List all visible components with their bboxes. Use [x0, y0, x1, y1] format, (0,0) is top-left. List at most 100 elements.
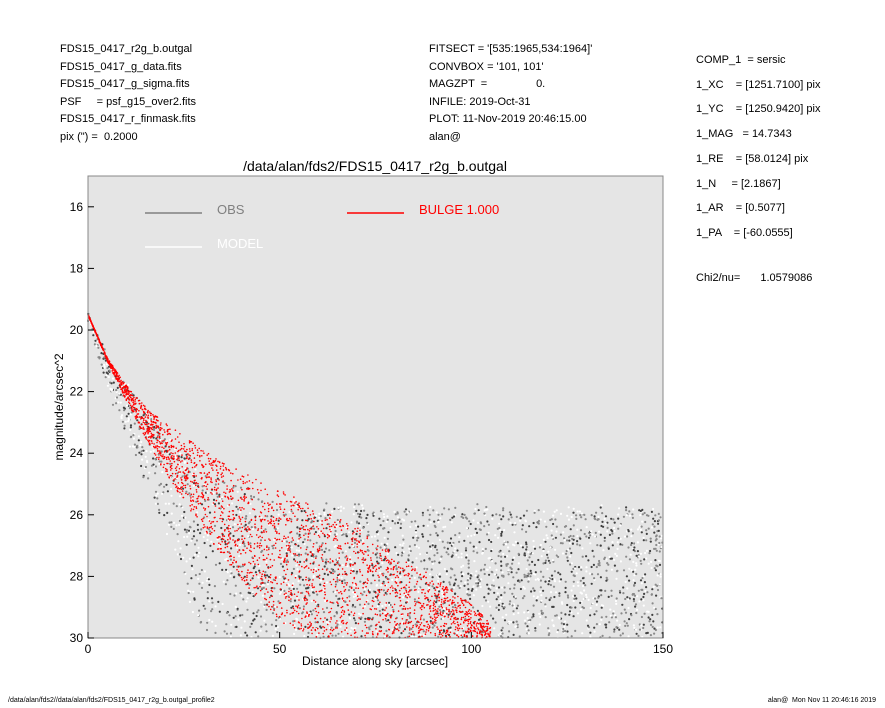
- obs-point: [272, 547, 275, 550]
- obs-point: [528, 563, 531, 566]
- bulge-point: [332, 572, 334, 575]
- bulge-point: [329, 558, 332, 560]
- bulge-point: [390, 614, 393, 616]
- bulge-point: [150, 412, 153, 415]
- obs-point: [531, 552, 534, 555]
- bulge-point: [304, 528, 307, 531]
- obs-point: [451, 554, 454, 557]
- obs-point: [170, 487, 173, 491]
- obs-point: [129, 413, 132, 416]
- obs-point: [221, 568, 224, 572]
- bulge-point: [306, 583, 308, 586]
- obs-point: [296, 587, 299, 590]
- obs-point: [436, 595, 439, 598]
- bulge-point: [387, 561, 390, 564]
- bulge-point: [437, 608, 439, 610]
- obs-point: [191, 537, 194, 540]
- obs-point: [233, 594, 236, 597]
- bulge-point: [367, 632, 369, 634]
- obs-point: [126, 404, 129, 407]
- obs-point: [504, 555, 507, 558]
- bulge-point: [476, 632, 479, 635]
- obs-point: [550, 529, 553, 532]
- bulge-point: [374, 613, 377, 615]
- obs-point: [628, 510, 631, 513]
- bulge-point: [218, 507, 220, 510]
- bulge-point: [478, 612, 481, 614]
- obs-point: [512, 610, 515, 613]
- obs-point: [610, 589, 613, 592]
- bulge-point: [359, 598, 361, 600]
- bulge-point: [276, 615, 278, 618]
- bulge-point: [364, 634, 366, 637]
- obs-point: [414, 531, 418, 534]
- bulge-point: [413, 612, 416, 615]
- bulge-point: [271, 506, 273, 509]
- bulge-point: [403, 592, 406, 594]
- obs-point: [415, 557, 418, 560]
- bulge-point: [371, 605, 374, 607]
- obs-point: [409, 549, 412, 553]
- obs-point: [633, 594, 637, 597]
- bulge-point: [119, 383, 121, 386]
- bulge-point: [474, 628, 477, 630]
- obs-point: [520, 544, 523, 547]
- obs-point: [472, 519, 475, 522]
- obs-point: [204, 475, 207, 478]
- obs-point: [348, 546, 351, 549]
- obs-point: [336, 518, 339, 522]
- obs-point: [613, 558, 616, 561]
- bulge-point: [276, 494, 279, 496]
- obs-point: [336, 623, 339, 626]
- bulge-point: [152, 421, 154, 424]
- bulge-point: [425, 596, 428, 599]
- bulge-point: [163, 463, 165, 466]
- obs-point: [307, 631, 310, 635]
- obs-point: [628, 558, 632, 561]
- obs-point: [429, 545, 432, 548]
- obs-point: [583, 589, 586, 592]
- obs-point: [633, 546, 636, 549]
- obs-point: [441, 617, 445, 620]
- bulge-point: [210, 462, 213, 465]
- obs-point: [246, 608, 249, 611]
- bulge-point: [320, 545, 323, 548]
- obs-point: [444, 525, 447, 528]
- bulge-point: [392, 587, 394, 589]
- bulge-point: [167, 428, 170, 431]
- obs-point: [137, 439, 140, 442]
- obs-point: [590, 530, 593, 533]
- bulge-point: [100, 344, 102, 347]
- obs-point: [492, 579, 495, 582]
- bulge-point: [359, 533, 361, 535]
- bulge-point: [283, 535, 286, 538]
- bulge-point: [236, 568, 238, 571]
- bulge-point: [310, 569, 313, 571]
- obs-point: [266, 515, 269, 518]
- obs-point: [486, 508, 489, 511]
- bulge-point: [245, 496, 247, 499]
- bulge-point: [111, 367, 113, 370]
- obs-point: [631, 532, 635, 535]
- obs-point: [303, 538, 306, 541]
- obs-point: [581, 577, 585, 580]
- bulge-point: [172, 458, 175, 461]
- obs-point: [568, 535, 571, 539]
- obs-point: [616, 541, 619, 544]
- obs-point: [299, 560, 302, 564]
- bulge-point: [442, 632, 444, 634]
- obs-point: [589, 635, 592, 638]
- bulge-point: [296, 554, 298, 557]
- bulge-point: [256, 559, 259, 561]
- obs-point: [118, 392, 121, 395]
- obs-point: [429, 505, 432, 509]
- bulge-point: [405, 561, 408, 564]
- obs-point: [503, 586, 506, 589]
- obs-point: [136, 446, 139, 449]
- obs-point: [616, 547, 619, 551]
- obs-point: [483, 563, 487, 566]
- obs-point: [569, 528, 572, 531]
- obs-point: [348, 531, 351, 534]
- bulge-point: [447, 633, 449, 636]
- obs-point: [120, 415, 123, 418]
